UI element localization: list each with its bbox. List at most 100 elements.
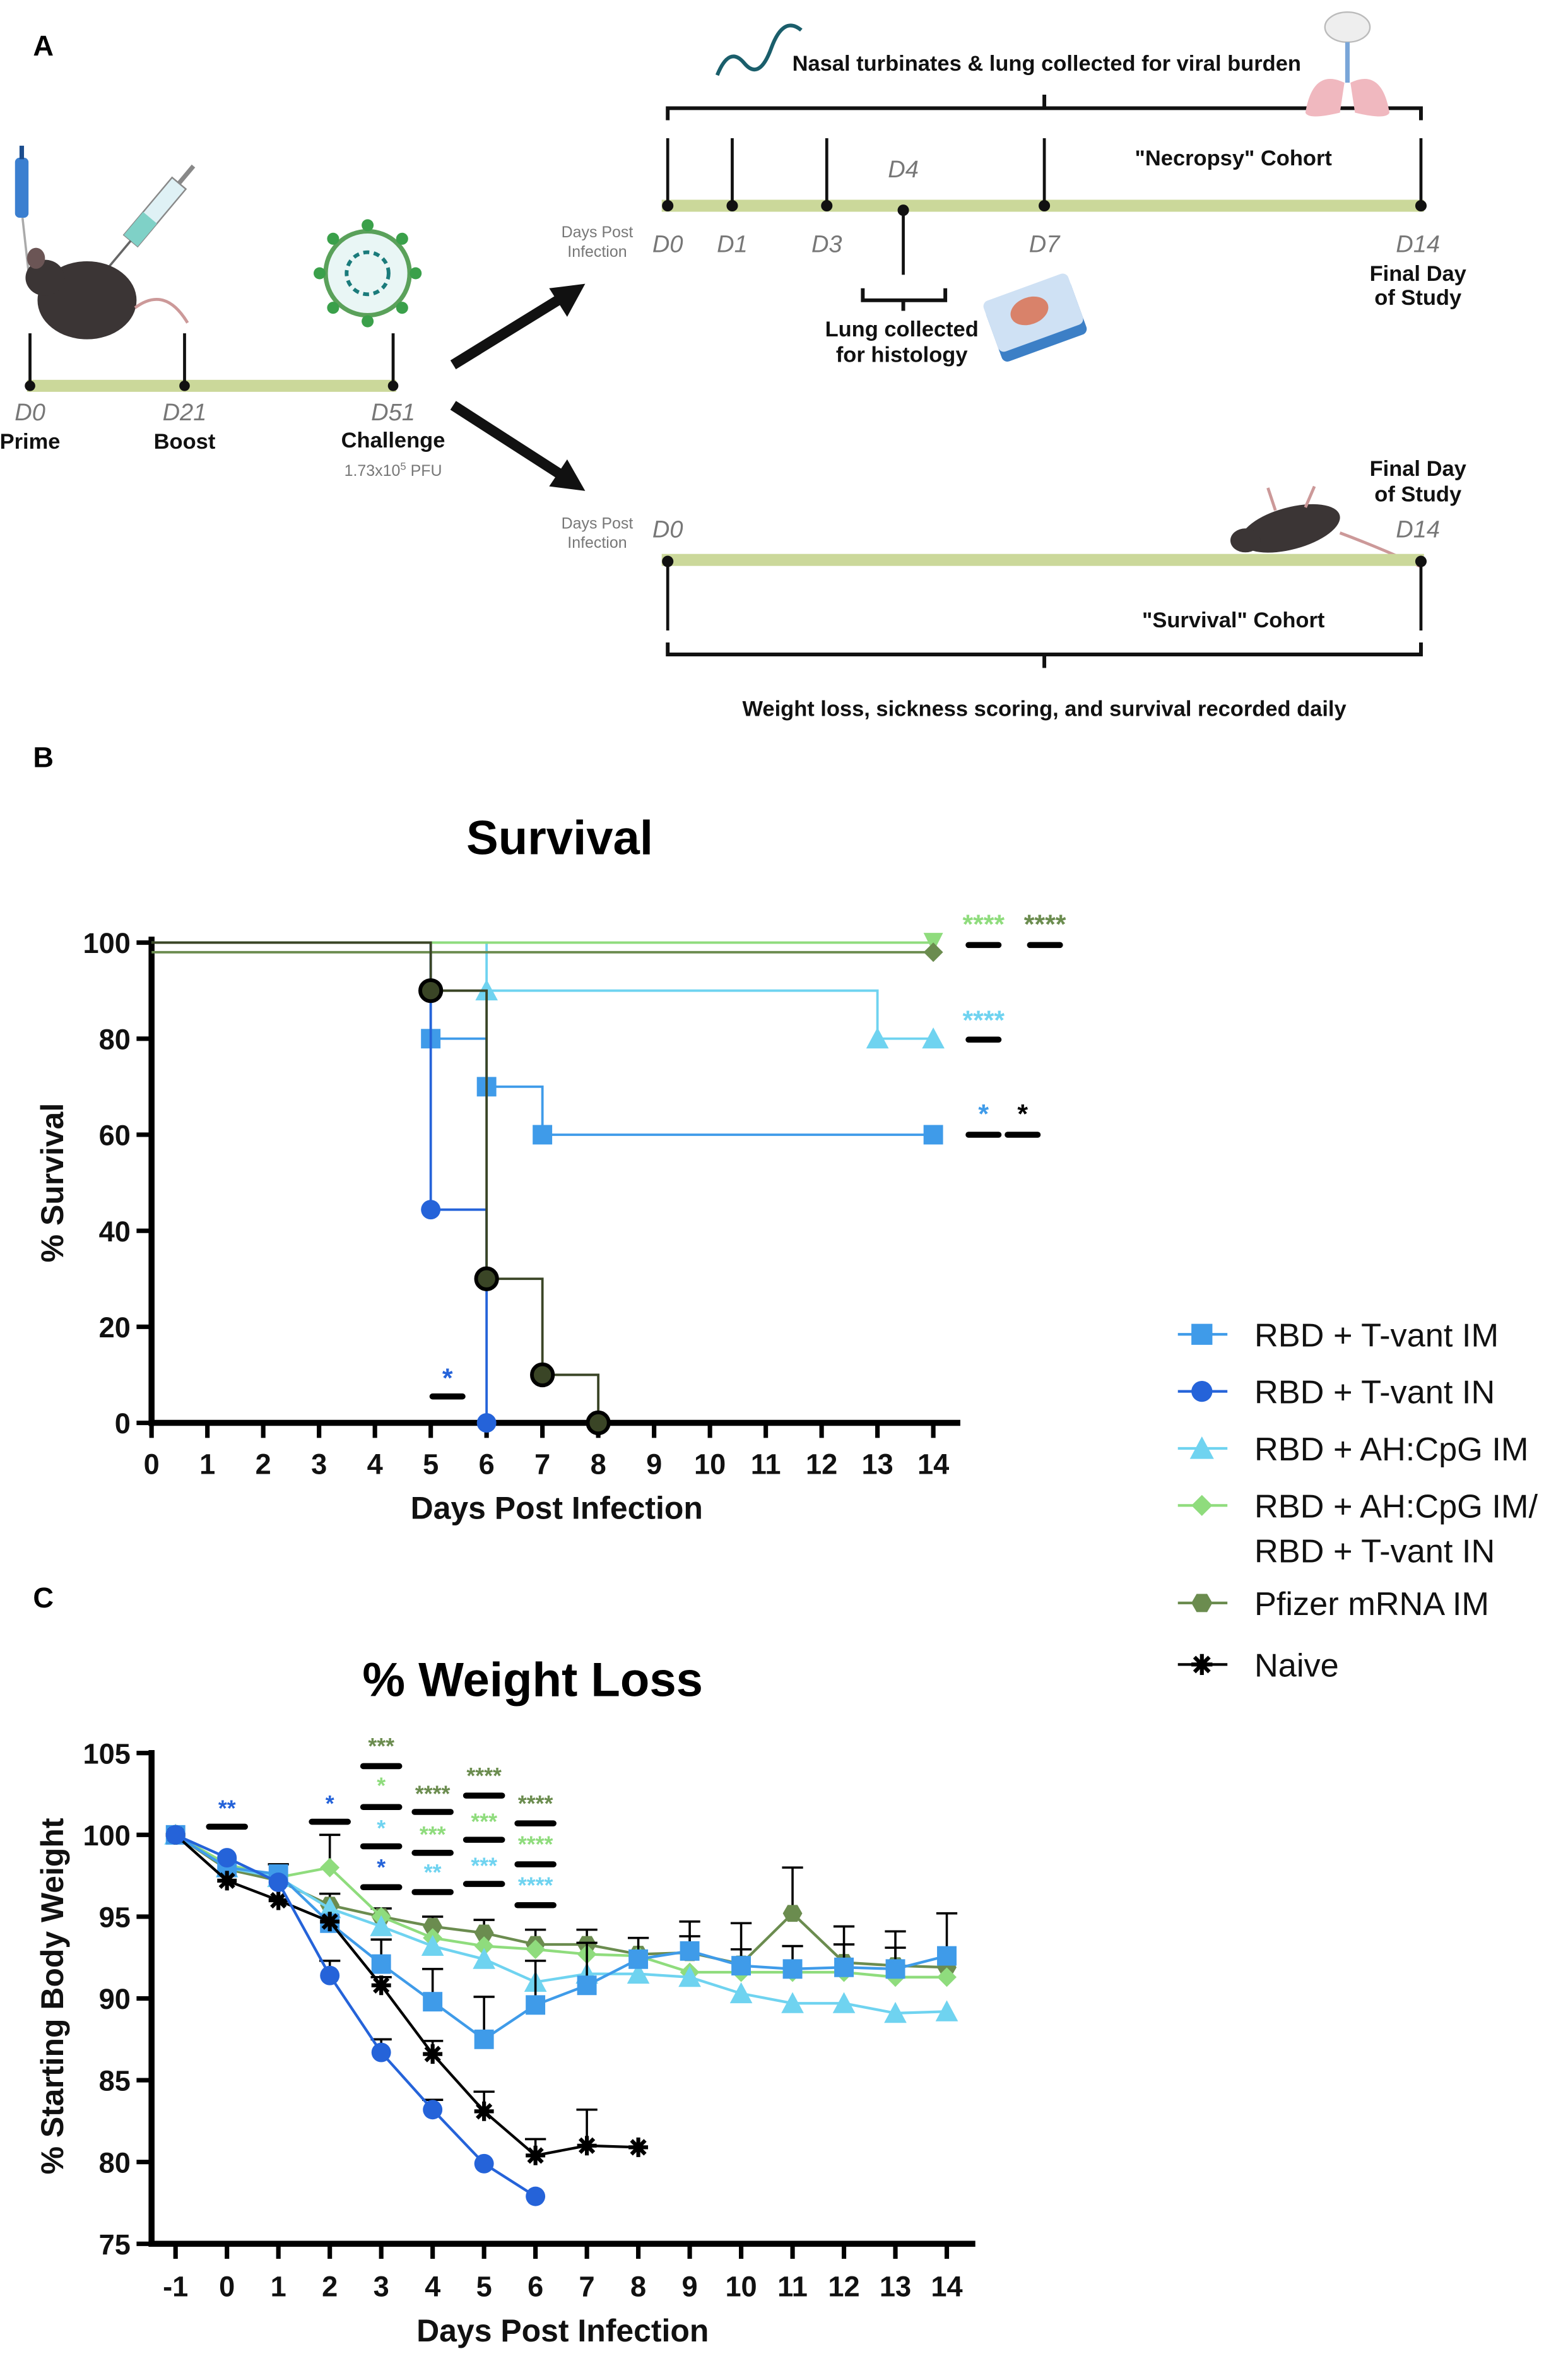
x-tick-label: 11 [777,2271,808,2303]
legend-item: RBD + T-vant IN [1177,1375,1495,1411]
arrow-to-necropsy [450,283,586,370]
weight-line [175,1833,947,2015]
panel-b-label: B [33,741,54,773]
significance-stars: *** [420,1822,446,1847]
histology-bracket [861,288,948,311]
significance-stars: **** [518,1791,553,1816]
star-marker [526,2145,546,2165]
significance-stars: **** [962,909,1005,940]
diamond-marker [1191,1494,1213,1516]
circle-dark-marker [418,978,444,1003]
square-marker [1191,1323,1213,1345]
x-tick-label: 14 [931,2271,962,2303]
star-marker [268,1890,288,1910]
series-rbd-t-vant-im [151,941,943,1145]
pipette-icon [15,145,32,286]
lungs-icon [1305,11,1390,117]
histology-text: Lung collected [825,317,979,341]
series-rbd-t-vant-in [151,941,497,1433]
diamond-marker [474,1936,494,1956]
legend-item: RBD + AH:CpG IM [1177,1431,1528,1468]
triangle-marker [473,1948,495,1969]
y-tick-label: 90 [99,1983,131,2015]
axis-label: Infection [567,243,627,261]
daily-record-bracket [666,642,1423,668]
x-tick-label: 12 [806,1448,837,1480]
necropsy-cohort-title: "Necropsy" Cohort [1135,146,1333,170]
significance-stars: **** [962,1005,1005,1036]
day-label: D21 [163,399,207,426]
significance-stars: ** [218,1796,236,1821]
legend-item: RBD + AH:CpG IM/RBD + T-vant IN [1177,1488,1538,1570]
final-day-text: of Study [1374,286,1461,310]
triangle-marker [781,1992,804,2013]
panel-a: A D0 D21 D51 Prime Boost Challenge 1.73x… [0,11,1466,721]
histology-slide-icon [983,273,1087,362]
x-tick-label: 7 [534,1448,550,1480]
hexagon-marker [423,1918,443,1935]
diamond-marker [526,1939,546,1960]
triangle-marker [866,1027,889,1049]
timeline-bar [661,553,1424,566]
x-tick-label: 6 [479,1448,495,1480]
square-marker [731,1956,752,1976]
legend-label: RBD + T-vant IN [1254,1534,1495,1570]
x-tick-label: 14 [917,1448,949,1480]
diamond-marker [320,1857,340,1878]
significance-stars: * [326,1791,334,1816]
star-marker [474,2101,494,2121]
y-tick-label: 80 [99,2146,131,2179]
hexagon-marker [474,1924,494,1942]
circle-marker [476,1413,497,1433]
x-tick-label: 11 [751,1448,781,1480]
circle-marker [268,1873,288,1892]
triangle-marker [421,1934,444,1956]
triangle-marker [935,2000,958,2021]
y-tick-label: 75 [99,2228,131,2261]
y-axis-label: % Survival [35,1103,70,1263]
diamond-marker [923,942,943,962]
daily-record-text: Weight loss, sickness scoring, and survi… [742,697,1346,721]
star-marker [371,1975,391,1996]
square-marker [577,1975,597,1996]
diamond-marker [937,1967,957,1987]
x-tick-label: 0 [144,1448,160,1480]
panel-c-label: C [33,1582,54,1614]
y-tick-label: 0 [115,1407,131,1440]
square-marker [937,1946,957,1966]
survival-line [151,941,934,1136]
x-tick-label: 7 [579,2271,595,2303]
day-label: D14 [1396,232,1440,258]
triangle-marker [1189,1436,1214,1459]
series-naive [165,1825,649,2165]
x-tick-label: 13 [880,2271,911,2303]
star-marker [577,2136,597,2156]
star-marker [1191,1654,1213,1676]
x-tick-label: 2 [322,2271,338,2303]
x-tick-label: 12 [828,2271,859,2303]
square-marker [923,1125,943,1145]
x-tick-label: 4 [425,2271,440,2303]
significance-stars: *** [471,1853,497,1878]
hexagon-marker [1191,1594,1213,1612]
significance-stars: **** [518,1832,553,1857]
survival-line [151,941,488,1423]
viral-burden-text: Nasal turbinates & lung collected for vi… [793,52,1301,76]
weight-line [174,1833,639,2157]
x-tick-label: 3 [311,1448,327,1480]
triangle-marker [627,1962,650,1984]
axis-label: Days Post [562,514,634,532]
x-tick-label: 3 [374,2271,389,2303]
square-marker [834,1957,854,1977]
x-tick-label: 8 [630,2271,646,2303]
day-label: D0 [652,232,683,258]
day-label: D14 [1396,517,1440,543]
viral-burden-bracket [666,95,1423,121]
x-tick-label: -1 [163,2271,188,2303]
legend-label: RBD + AH:CpG IM/ [1254,1488,1538,1525]
square-marker [474,2029,494,2049]
y-tick-label: 60 [99,1120,131,1152]
x-tick-label: 4 [367,1448,383,1480]
triangle-marker [370,1915,393,1936]
